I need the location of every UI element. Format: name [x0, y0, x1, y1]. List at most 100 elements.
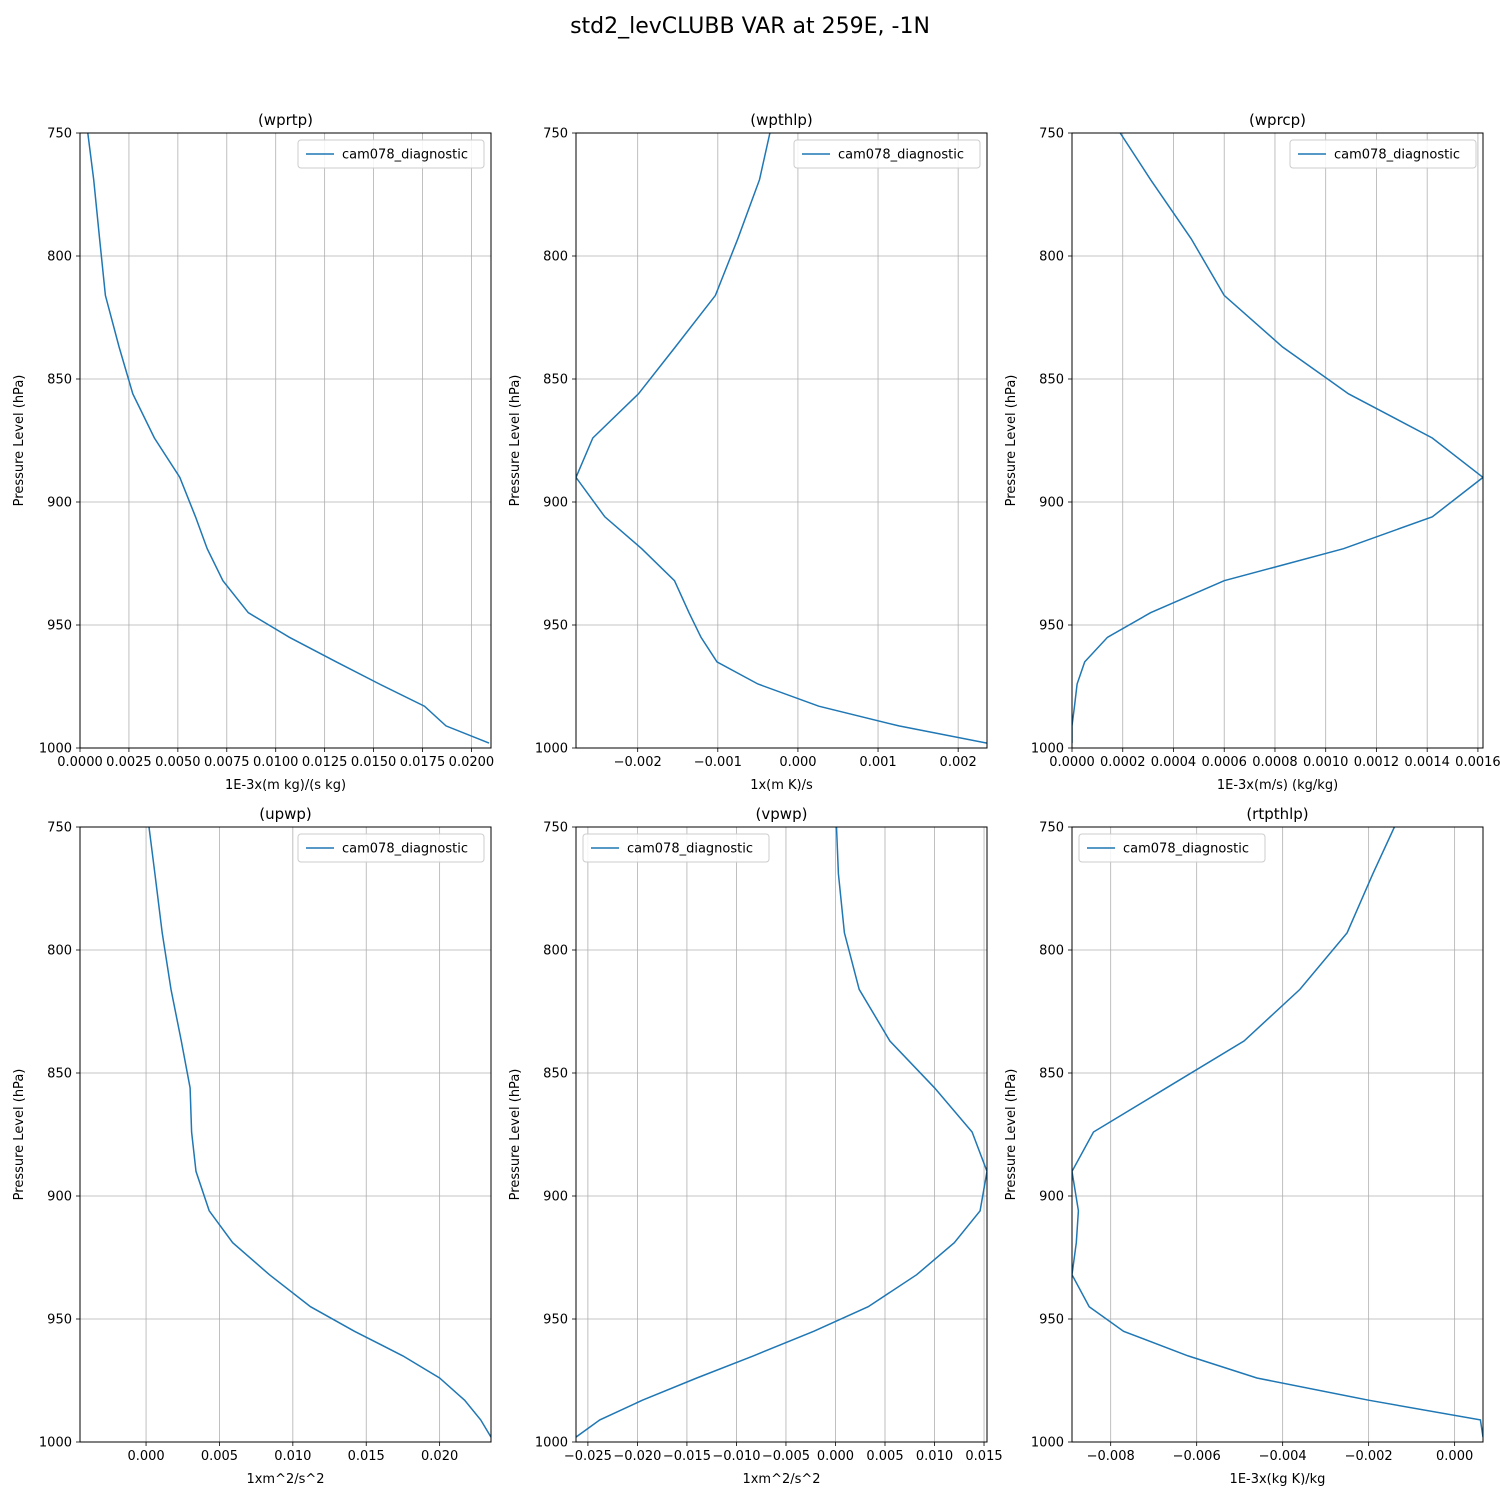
- legend-box: [793, 139, 981, 169]
- series-line: [576, 827, 987, 1438]
- x-axis-label: 1xm^2/s^2: [742, 1472, 820, 1487]
- y-tick-label: 900: [543, 496, 568, 511]
- legend-box: [1289, 139, 1477, 169]
- y-tick-label: 800: [1039, 250, 1064, 265]
- axes-frame: [575, 826, 988, 1443]
- y-tick-label: 750: [543, 821, 568, 836]
- legend: cam078_diagnostic: [582, 833, 770, 863]
- y-tick-label: 900: [1039, 1190, 1064, 1205]
- y-tick-label: 800: [47, 944, 72, 959]
- subplot-4: 0.000 0.005 0.010 0.015 0.020 750 800 850 900 950…: [12, 805, 492, 1487]
- x-tick-label: 0.0006: [1201, 755, 1247, 770]
- series-line: [576, 133, 987, 744]
- y-tick-label: 750: [1039, 821, 1064, 836]
- y-tick-label: 850: [47, 373, 72, 388]
- x-tick-label: 0.0004: [1151, 755, 1197, 770]
- x-tick-label: 0.0016: [1455, 755, 1500, 770]
- y-tick-label: 1000: [1031, 1436, 1064, 1451]
- y-axis-label: Pressure Level (hPa): [508, 1069, 523, 1201]
- y-tick-label: 1000: [535, 1436, 568, 1451]
- x-tick-label: −0.015: [663, 1449, 711, 1464]
- x-tick-label: 0.000: [1436, 1449, 1473, 1464]
- x-tick-label: 0.015: [348, 1449, 385, 1464]
- x-tick-label: −0.025: [564, 1449, 612, 1464]
- y-tick-label: 1000: [535, 742, 568, 757]
- x-tick-label: 0.002: [940, 755, 977, 770]
- legend: cam078_diagnostic: [1289, 139, 1477, 169]
- y-tick-label: 900: [47, 1190, 72, 1205]
- x-tick-label: 0.0150: [351, 755, 397, 770]
- axes-frame: [575, 132, 988, 749]
- y-axis-label: Pressure Level (hPa): [1004, 375, 1019, 507]
- y-tick-label: 1000: [39, 1436, 72, 1451]
- x-tick-label: −0.004: [1259, 1449, 1307, 1464]
- legend-label: cam078_diagnostic: [627, 842, 753, 857]
- legend-box: [582, 833, 770, 863]
- legend-box: [1078, 833, 1266, 863]
- x-axis-label: 1E-3x(m/s) (kg/kg): [1217, 778, 1338, 793]
- y-tick-label: 750: [47, 821, 72, 836]
- legend-label: cam078_diagnostic: [838, 148, 964, 163]
- x-tick-label: 0.000: [779, 755, 816, 770]
- x-tick-label: 0.0025: [106, 755, 152, 770]
- series-line: [87, 133, 490, 744]
- legend: cam078_diagnostic: [297, 833, 485, 863]
- x-axis-label: 1E-3x(m kg)/(s kg): [225, 778, 346, 793]
- x-tick-label: 0.020: [421, 1449, 458, 1464]
- x-tick-label: 0.0010: [1303, 755, 1349, 770]
- x-tick-label: −0.005: [762, 1449, 810, 1464]
- x-tick-label: 0.005: [201, 1449, 238, 1464]
- y-tick-label: 850: [543, 1067, 568, 1082]
- y-tick-label: 950: [543, 1313, 568, 1328]
- x-tick-label: 0.010: [916, 1449, 953, 1464]
- subplot-title: (wprcp): [1249, 111, 1306, 129]
- subplot-title: (wprtp): [258, 111, 313, 129]
- subplot-3: 0.0000 0.0002 0.0004 0.0006 0.0008 0.0010 0.00…: [1004, 111, 1500, 793]
- y-tick-label: 750: [1039, 127, 1064, 142]
- x-tick-label: 0.0200: [449, 755, 495, 770]
- x-tick-label: 0.001: [859, 755, 896, 770]
- y-tick-label: 850: [1039, 1067, 1064, 1082]
- y-tick-label: 850: [1039, 373, 1064, 388]
- x-axis-label: 1E-3x(kg K)/kg: [1230, 1472, 1326, 1487]
- y-tick-label: 750: [47, 127, 72, 142]
- y-tick-label: 950: [47, 1313, 72, 1328]
- x-tick-label: 0.015: [965, 1449, 1002, 1464]
- x-tick-label: −0.008: [1087, 1449, 1135, 1464]
- x-tick-label: −0.002: [614, 755, 662, 770]
- x-tick-label: 0.0000: [1049, 755, 1095, 770]
- x-axis-label: 1xm^2/s^2: [246, 1472, 324, 1487]
- x-tick-label: 0.0125: [302, 755, 348, 770]
- y-tick-label: 850: [543, 373, 568, 388]
- x-tick-label: 0.0000: [57, 755, 103, 770]
- legend-box: [297, 139, 485, 169]
- y-tick-label: 750: [543, 127, 568, 142]
- legend-label: cam078_diagnostic: [342, 148, 468, 163]
- subplot-2: −0.002 −0.001 0.000 0.001 0.002 750 800 850 900 9…: [508, 111, 988, 793]
- y-tick-label: 850: [47, 1067, 72, 1082]
- y-tick-label: 950: [1039, 1313, 1064, 1328]
- x-tick-label: 0.0075: [204, 755, 250, 770]
- y-axis-label: Pressure Level (hPa): [12, 375, 27, 507]
- y-tick-label: 800: [47, 250, 72, 265]
- x-tick-label: 0.010: [274, 1449, 311, 1464]
- subplot-6: −0.008 −0.006 −0.004 −0.002 0.000 750 800 850 90…: [1004, 805, 1484, 1487]
- x-tick-label: 0.0008: [1252, 755, 1298, 770]
- legend: cam078_diagnostic: [793, 139, 981, 169]
- y-tick-label: 1000: [39, 742, 72, 757]
- x-tick-label: −0.010: [712, 1449, 760, 1464]
- subplot-title: (wpthlp): [750, 111, 813, 129]
- y-axis-label: Pressure Level (hPa): [12, 1069, 27, 1201]
- x-tick-label: −0.020: [613, 1449, 661, 1464]
- y-axis-label: Pressure Level (hPa): [508, 375, 523, 507]
- x-tick-label: −0.001: [694, 755, 742, 770]
- y-tick-label: 950: [543, 619, 568, 634]
- legend-label: cam078_diagnostic: [1334, 148, 1460, 163]
- x-tick-label: −0.002: [1345, 1449, 1393, 1464]
- legend: cam078_diagnostic: [297, 139, 485, 169]
- axes-frame: [79, 132, 492, 749]
- x-tick-label: 0.005: [866, 1449, 903, 1464]
- x-tick-label: 0.0175: [400, 755, 446, 770]
- series-line: [1072, 827, 1483, 1438]
- y-tick-label: 800: [1039, 944, 1064, 959]
